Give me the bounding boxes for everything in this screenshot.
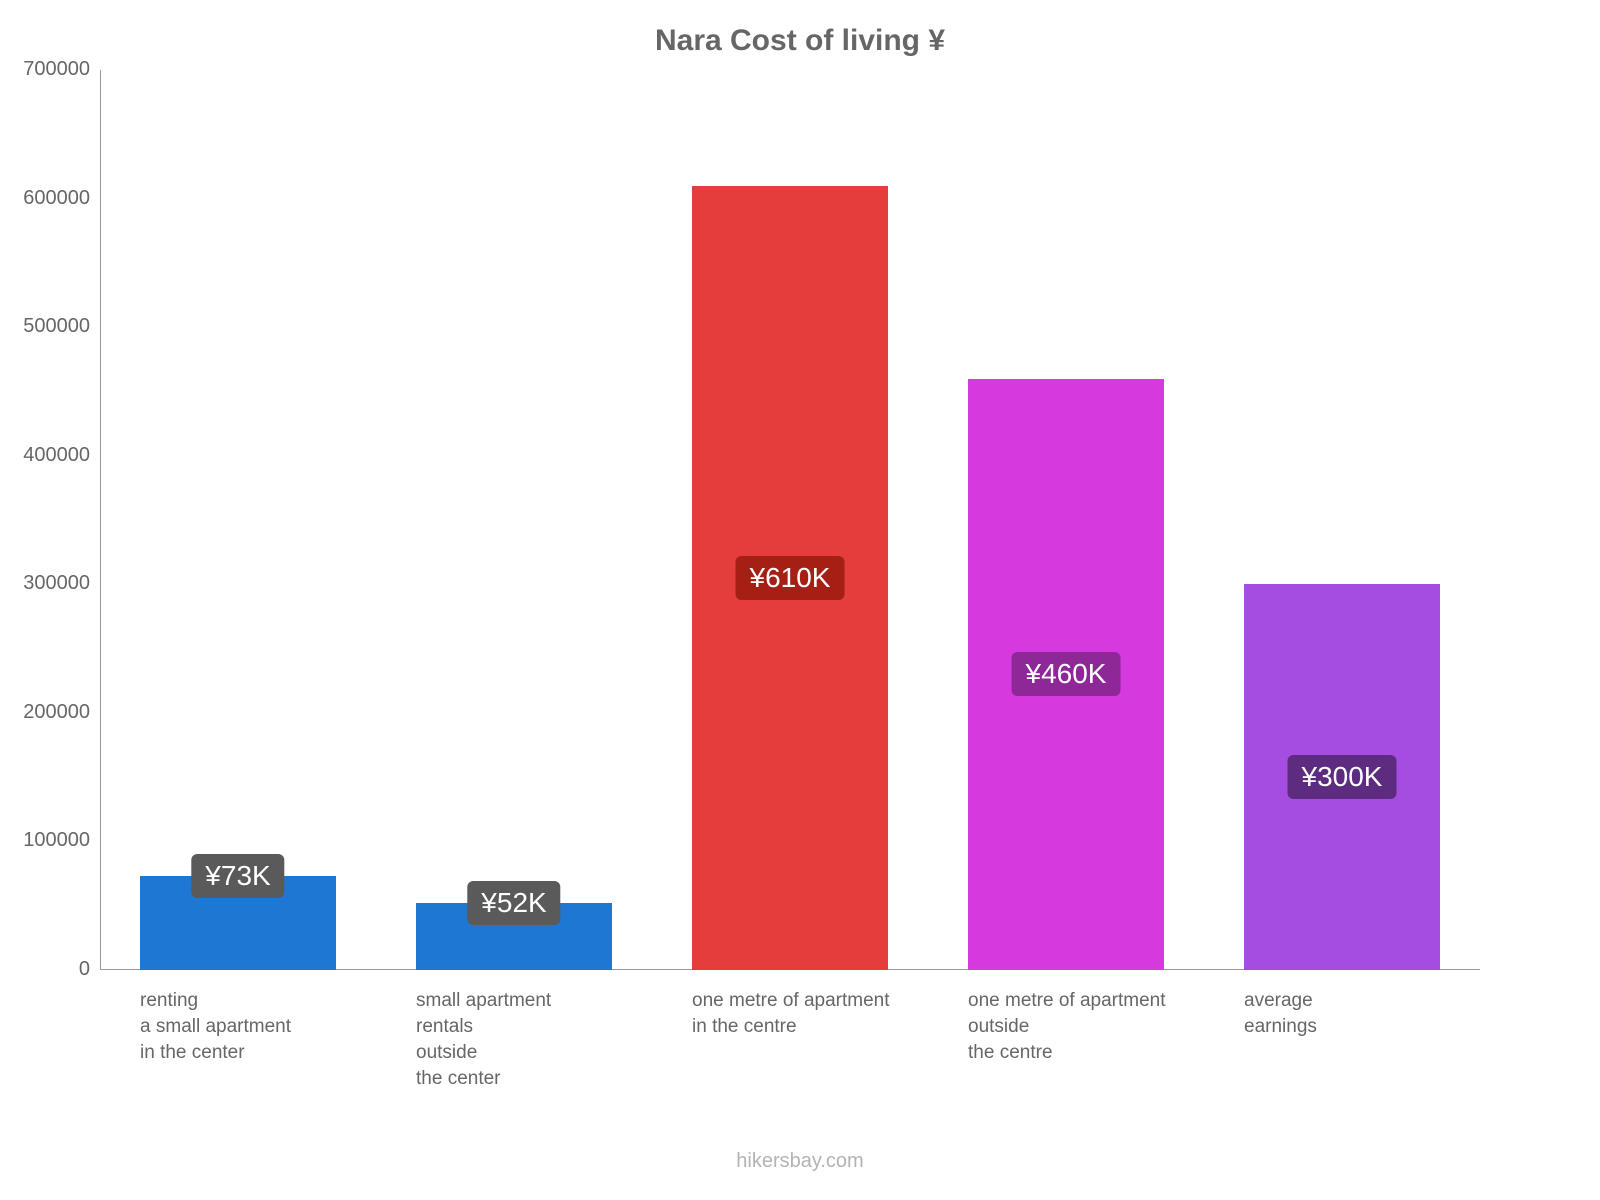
x-category-label: renting a small apartment in the center (140, 988, 291, 1066)
ytick-label: 100000 (0, 829, 90, 852)
ytick-label: 300000 (0, 572, 90, 595)
ytick-label: 700000 (0, 58, 90, 81)
value-badge: ¥300K (1288, 755, 1397, 799)
value-badge: ¥52K (467, 881, 560, 925)
value-badge: ¥73K (191, 854, 284, 898)
value-badge: ¥610K (736, 556, 845, 600)
ytick-label: 600000 (0, 187, 90, 210)
ytick-label: 500000 (0, 315, 90, 338)
value-badge: ¥460K (1012, 652, 1121, 696)
x-category-label: small apartment rentals outside the cent… (416, 988, 551, 1092)
chart-title: Nara Cost of living ¥ (0, 24, 1600, 58)
ytick-label: 400000 (0, 444, 90, 467)
x-category-label: one metre of apartment outside the centr… (968, 988, 1166, 1066)
ytick-label: 0 (0, 958, 90, 981)
x-category-label: average earnings (1244, 988, 1317, 1040)
y-axis-line (100, 70, 101, 970)
chart-container: Nara Cost of living ¥ 010000020000030000… (0, 0, 1600, 1200)
x-category-label: one metre of apartment in the centre (692, 988, 890, 1040)
plot-area: 0100000200000300000400000500000600000700… (100, 70, 1480, 970)
chart-footer: hikersbay.com (0, 1150, 1600, 1173)
ytick-label: 200000 (0, 701, 90, 724)
